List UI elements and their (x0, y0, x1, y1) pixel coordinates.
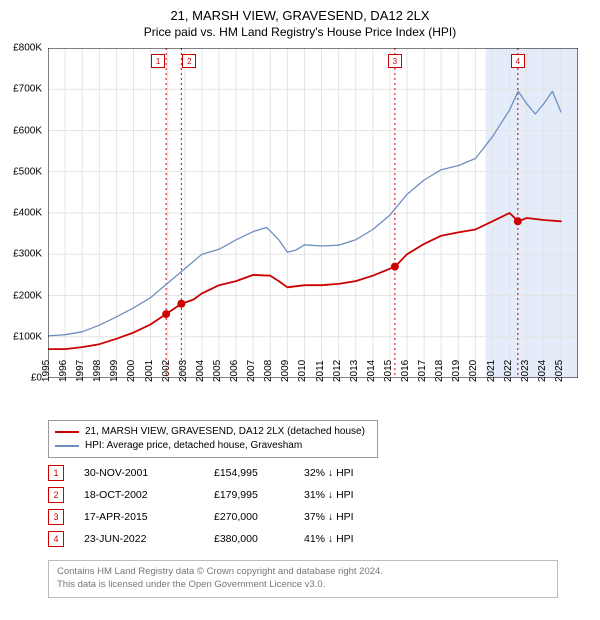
x-axis-tick-label: 1995 (41, 360, 52, 382)
transaction-diff: 37% ↓ HPI (304, 511, 414, 523)
transaction-row: 2 18-OCT-2002£179,99531% ↓ HPI (48, 484, 414, 506)
x-axis-tick-label: 2011 (315, 360, 326, 382)
chart-marker-label: 2 (182, 54, 196, 68)
x-axis-tick-label: 2020 (468, 360, 479, 382)
x-axis-tick-label: 2023 (520, 360, 531, 382)
transaction-table: 1 30-NOV-2001£154,99532% ↓ HPI 2 18-OCT-200… (48, 462, 414, 550)
legend-label: HPI: Average price, detached house, Grav… (85, 439, 302, 453)
legend-row: HPI: Average price, detached house, Grav… (55, 439, 371, 453)
x-axis-tick-label: 2013 (349, 360, 360, 382)
transaction-date: 17-APR-2015 (84, 511, 214, 523)
chart-marker-label: 1 (151, 54, 165, 68)
transaction-row: 1 30-NOV-2001£154,99532% ↓ HPI (48, 462, 414, 484)
x-axis-tick-label: 1999 (109, 360, 120, 382)
y-axis-tick-label: £600K (13, 125, 42, 136)
x-axis-tick-label: 2012 (332, 360, 343, 382)
x-axis-tick-label: 2008 (263, 360, 274, 382)
y-axis-tick-label: £800K (13, 43, 42, 54)
y-axis-tick-label: £400K (13, 208, 42, 219)
transaction-row: 3 17-APR-2015£270,00037% ↓ HPI (48, 506, 414, 528)
x-axis-tick-label: 2007 (246, 360, 257, 382)
transaction-price: £179,995 (214, 489, 304, 501)
chart-title: 21, MARSH VIEW, GRAVESEND, DA12 2LX (0, 8, 600, 23)
x-axis-tick-label: 2006 (229, 360, 240, 382)
x-axis-tick-label: 2005 (212, 360, 223, 382)
x-axis-tick-label: 1997 (75, 360, 86, 382)
attribution-line: This data is licensed under the Open Gov… (57, 579, 549, 592)
x-axis-tick-label: 2018 (434, 360, 445, 382)
x-axis-tick-label: 2001 (144, 360, 155, 382)
legend: 21, MARSH VIEW, GRAVESEND, DA12 2LX (det… (48, 420, 378, 458)
x-axis-tick-label: 2009 (280, 360, 291, 382)
x-axis-tick-label: 2000 (126, 360, 137, 382)
legend-swatch (55, 431, 79, 433)
y-axis-tick-label: £500K (13, 166, 42, 177)
transaction-diff: 41% ↓ HPI (304, 533, 414, 545)
transaction-price: £270,000 (214, 511, 304, 523)
transaction-price: £154,995 (214, 467, 304, 479)
attribution-line: Contains HM Land Registry data © Crown c… (57, 566, 549, 579)
chart-marker-label: 4 (511, 54, 525, 68)
attribution-box: Contains HM Land Registry data © Crown c… (48, 560, 558, 598)
transaction-diff: 32% ↓ HPI (304, 467, 414, 479)
transaction-diff: 31% ↓ HPI (304, 489, 414, 501)
transaction-date: 18-OCT-2002 (84, 489, 214, 501)
x-axis-tick-label: 2003 (178, 360, 189, 382)
x-axis-tick-label: 1996 (58, 360, 69, 382)
y-axis-tick-label: £100K (13, 331, 42, 342)
legend-label: 21, MARSH VIEW, GRAVESEND, DA12 2LX (det… (85, 425, 365, 439)
x-axis-tick-label: 2021 (486, 360, 497, 382)
transaction-price: £380,000 (214, 533, 304, 545)
transaction-row: 4 23-JUN-2022£380,00041% ↓ HPI (48, 528, 414, 550)
x-axis-tick-label: 2017 (417, 360, 428, 382)
x-axis-tick-label: 1998 (92, 360, 103, 382)
legend-row: 21, MARSH VIEW, GRAVESEND, DA12 2LX (det… (55, 425, 371, 439)
y-axis-tick-label: £300K (13, 249, 42, 260)
transaction-number: 3 (48, 509, 64, 525)
x-axis-tick-label: 2002 (161, 360, 172, 382)
chart-area: £0£100K£200K£300K£400K£500K£600K£700K£80… (48, 48, 578, 378)
chart-svg (48, 48, 578, 378)
chart-subtitle: Price paid vs. HM Land Registry's House … (0, 25, 600, 39)
legend-swatch (55, 445, 79, 447)
transaction-number: 4 (48, 531, 64, 547)
y-axis-tick-label: £700K (13, 84, 42, 95)
x-axis-tick-label: 2014 (366, 360, 377, 382)
x-axis-tick-label: 2010 (297, 360, 308, 382)
transaction-number: 2 (48, 487, 64, 503)
x-axis-tick-label: 2019 (451, 360, 462, 382)
x-axis-tick-label: 2024 (537, 360, 548, 382)
transaction-date: 23-JUN-2022 (84, 533, 214, 545)
transaction-number: 1 (48, 465, 64, 481)
chart-marker-label: 3 (388, 54, 402, 68)
x-axis-tick-label: 2025 (554, 360, 565, 382)
x-axis-tick-label: 2022 (503, 360, 514, 382)
y-axis-tick-label: £200K (13, 290, 42, 301)
x-axis-tick-label: 2016 (400, 360, 411, 382)
x-axis-tick-label: 2015 (383, 360, 394, 382)
transaction-date: 30-NOV-2001 (84, 467, 214, 479)
x-axis-tick-label: 2004 (195, 360, 206, 382)
